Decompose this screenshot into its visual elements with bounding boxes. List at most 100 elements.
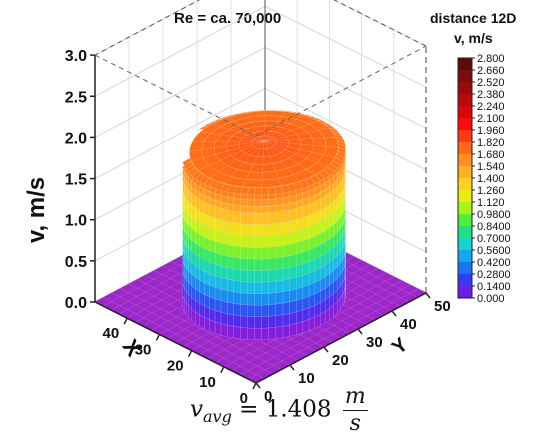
surface-band bbox=[209, 238, 216, 253]
surface-band bbox=[254, 281, 262, 294]
surface-band bbox=[289, 311, 297, 326]
surface-band bbox=[275, 210, 284, 224]
surface-band bbox=[261, 304, 269, 317]
surface-band bbox=[247, 293, 255, 306]
surface-band bbox=[214, 287, 222, 301]
surface-band bbox=[220, 288, 228, 303]
y-tick bbox=[391, 310, 397, 317]
surface-band bbox=[261, 235, 269, 248]
surface-band bbox=[254, 206, 262, 214]
surface-band bbox=[282, 209, 290, 223]
surface-band bbox=[268, 211, 276, 225]
unit-fraction: m s bbox=[342, 384, 368, 437]
x-tick-label: 20 bbox=[167, 358, 184, 375]
colorbar-swatch bbox=[458, 154, 472, 166]
surface-band bbox=[240, 246, 248, 260]
surface-band bbox=[296, 252, 303, 266]
surface-band bbox=[302, 203, 310, 218]
surface-band bbox=[302, 272, 310, 288]
surface-band bbox=[268, 315, 276, 329]
colorbar-swatch bbox=[458, 94, 472, 106]
colorbar-swatch bbox=[458, 262, 472, 274]
surface-band bbox=[296, 240, 303, 255]
velocity-subscript: avg bbox=[203, 407, 232, 427]
surface-band bbox=[247, 316, 255, 329]
surface-band bbox=[233, 210, 241, 224]
surface-band bbox=[247, 205, 255, 214]
surface-band bbox=[247, 235, 255, 248]
surface-band bbox=[226, 324, 234, 339]
surface-band bbox=[226, 221, 234, 235]
colorbar-swatch bbox=[458, 106, 472, 118]
colorbar-swatch bbox=[458, 190, 472, 202]
surface-band bbox=[275, 314, 284, 328]
y-tick-label: 10 bbox=[298, 370, 315, 387]
surface-band bbox=[254, 293, 262, 306]
top-front-edge bbox=[255, 45, 427, 137]
surface-band bbox=[247, 212, 255, 225]
surface-band bbox=[282, 313, 290, 327]
surface-mesh bbox=[200, 131, 264, 142]
surface-band bbox=[220, 254, 228, 268]
surface-band bbox=[282, 255, 290, 269]
surface-band bbox=[275, 256, 284, 270]
surface-cap bbox=[251, 135, 277, 150]
z-tick-label: 3.0 bbox=[65, 48, 87, 65]
z-tick-label: 0.0 bbox=[65, 295, 87, 312]
surface-band bbox=[240, 211, 248, 225]
unit-numerator: m bbox=[342, 384, 368, 411]
z-tick-label: 2.5 bbox=[65, 89, 87, 106]
surface-band bbox=[209, 284, 216, 300]
surface-band bbox=[275, 302, 284, 316]
surface-band bbox=[240, 315, 248, 329]
surface-band bbox=[296, 217, 303, 232]
surface-mesh bbox=[263, 114, 303, 142]
surface-band bbox=[220, 323, 228, 337]
surface-band bbox=[289, 230, 297, 245]
surface-band bbox=[282, 324, 290, 338]
surface-band bbox=[261, 223, 269, 237]
surface-band bbox=[289, 265, 297, 280]
surface-band bbox=[282, 267, 290, 281]
surface-band bbox=[209, 204, 216, 219]
surface-band bbox=[240, 327, 248, 340]
surface-band bbox=[275, 291, 284, 305]
y-tick bbox=[255, 382, 261, 389]
chart-title: Re = ca. 70,000 bbox=[174, 10, 282, 27]
x-tick bbox=[252, 382, 257, 390]
colorbar-swatch bbox=[458, 82, 472, 94]
surface-band bbox=[233, 257, 241, 270]
colorbar-swatch bbox=[458, 274, 472, 286]
surface-mesh bbox=[261, 141, 265, 188]
surface-band bbox=[240, 257, 248, 271]
colorbar-swatch bbox=[458, 214, 472, 226]
surface-band bbox=[220, 277, 228, 291]
surface-band bbox=[296, 228, 303, 243]
surface-band bbox=[247, 304, 255, 317]
surface-band bbox=[289, 219, 297, 233]
surface-mesh bbox=[263, 140, 328, 167]
colorbar-tick-label: 1.260 bbox=[477, 185, 505, 197]
x-tick bbox=[187, 350, 193, 357]
surface-band bbox=[254, 328, 262, 341]
colorbar-swatch bbox=[458, 130, 472, 142]
surface-band bbox=[261, 293, 269, 306]
colorbar-tick-label: 1.120 bbox=[477, 197, 505, 209]
surface-band bbox=[209, 273, 216, 288]
x-tick-label: 40 bbox=[103, 325, 120, 342]
surface-band bbox=[220, 300, 228, 314]
surface-band bbox=[282, 220, 290, 235]
z-axis-label: v, m/s bbox=[23, 177, 50, 243]
surface-band bbox=[296, 321, 303, 336]
colorbar-tick-label: 2.800 bbox=[477, 53, 505, 65]
y-tick-label: 40 bbox=[400, 316, 417, 333]
surface-band bbox=[275, 204, 284, 213]
surface-band bbox=[275, 245, 284, 259]
colorbar-tick-label: 2.660 bbox=[477, 65, 505, 77]
surface-band bbox=[226, 244, 234, 258]
surface-band bbox=[296, 205, 303, 220]
surface-band bbox=[247, 281, 255, 294]
surface-band bbox=[296, 286, 303, 301]
colorbar-heading: distance 12D bbox=[430, 10, 517, 26]
colorbar-tick-label: 1.820 bbox=[477, 137, 505, 149]
